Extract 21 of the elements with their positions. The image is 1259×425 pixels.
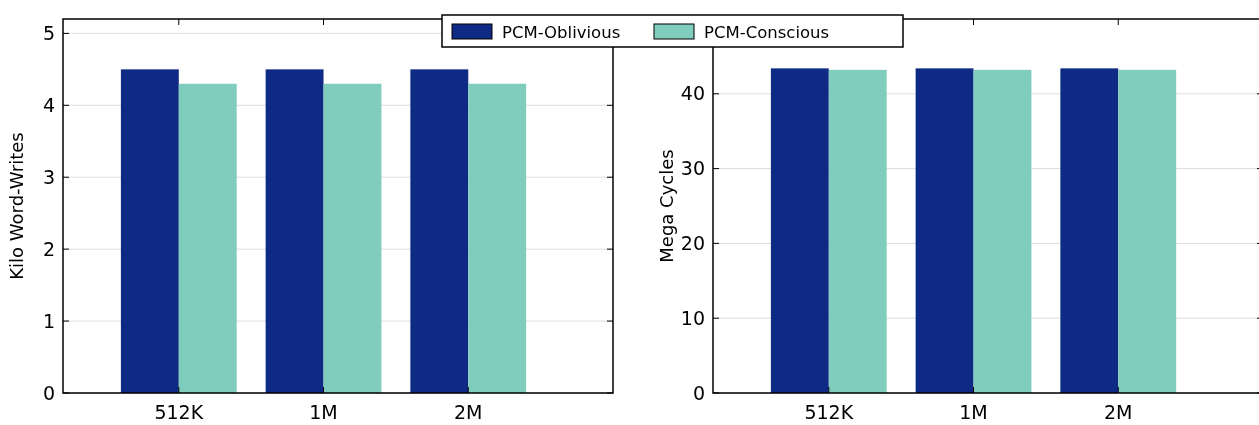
y-tick-label: 5 (42, 22, 55, 45)
legend-label: PCM-Conscious (704, 22, 830, 42)
y-axis-title: Mega Cycles (656, 149, 677, 263)
x-tick-label: 2M (454, 401, 483, 423)
y-tick-label: 10 (680, 306, 705, 329)
y-tick-label: 30 (680, 157, 705, 180)
x-tick-label: 512K (154, 401, 204, 423)
y-tick-label: 1 (42, 309, 55, 332)
y-tick-label: 0 (692, 381, 705, 404)
x-tick-label: 512K (804, 401, 854, 423)
y-tick-label: 3 (42, 165, 55, 188)
y-tick-label: 2 (42, 237, 55, 260)
x-tick-label: 1M (309, 401, 338, 423)
x-tick-label: 2M (1104, 401, 1133, 423)
y-tick-label: 40 (680, 82, 705, 105)
y-axis-title: Kilo Word-Writes (6, 132, 27, 280)
y-tick-label: 20 (680, 232, 705, 255)
legend-label: PCM-Oblivious (502, 22, 621, 42)
y-tick-label: 0 (42, 381, 55, 404)
x-tick-label: 1M (959, 401, 988, 423)
y-tick-label: 4 (42, 93, 55, 116)
